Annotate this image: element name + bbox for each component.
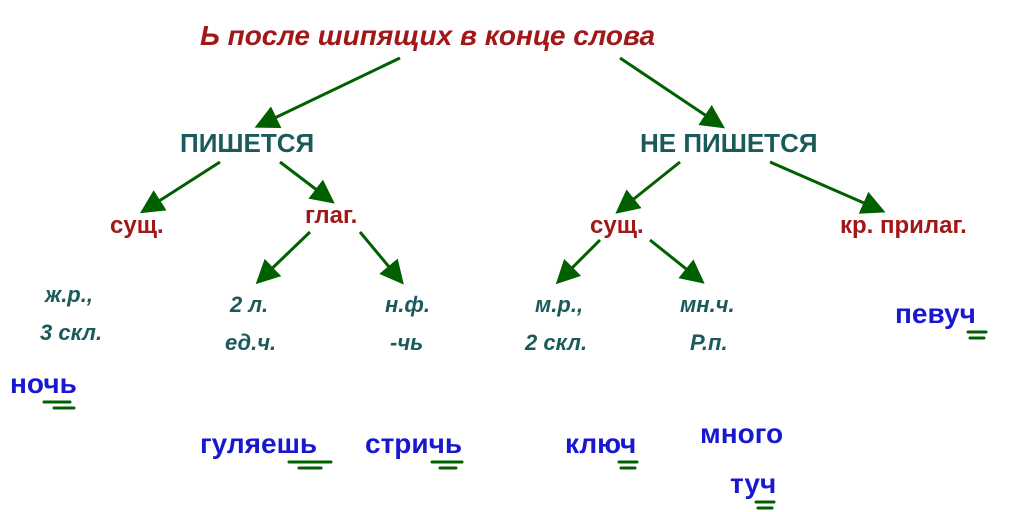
example-mnogo: много xyxy=(700,418,783,450)
sub-noun2a-line2: 2 скл. xyxy=(525,328,587,359)
sub-noun2b-line1: мн.ч. xyxy=(680,290,735,321)
example-gulyaesh: гуляешь xyxy=(200,428,317,460)
example-klyuch: ключ xyxy=(565,428,636,460)
arrow xyxy=(650,240,700,280)
sub-noun2a-line1: м.р., xyxy=(535,290,583,321)
arrow xyxy=(145,162,220,210)
sub-noun1-line2: 3 скл. xyxy=(40,318,102,349)
branch-written: ПИШЕТСЯ xyxy=(180,128,314,159)
arrow-layer xyxy=(0,0,1035,512)
diagram-title: Ь после шипящих в конце слова xyxy=(200,20,655,52)
pos-noun-1: сущ. xyxy=(110,212,164,240)
pos-verb: глаг. xyxy=(305,202,357,230)
arrow xyxy=(280,162,330,200)
arrow xyxy=(260,232,310,280)
branch-not-written: НЕ ПИШЕТСЯ xyxy=(640,128,818,159)
sub-verb1-line2: ед.ч. xyxy=(225,328,276,359)
sub-noun2b-line2: Р.п. xyxy=(690,328,728,359)
arrow xyxy=(560,240,600,280)
arrow xyxy=(620,58,720,125)
example-strich: стричь xyxy=(365,428,462,460)
sub-verb1-line1: 2 л. xyxy=(230,290,268,321)
sub-noun1-line1: ж.р., xyxy=(45,280,93,311)
example-tuch: туч xyxy=(730,468,776,500)
sub-verb2-line1: н.ф. xyxy=(385,290,430,321)
example-pevuch: певуч xyxy=(895,298,976,330)
sub-verb2-line2: -чь xyxy=(390,328,423,359)
pos-adj: кр. прилаг. xyxy=(840,212,967,240)
example-noch: ночь xyxy=(10,368,77,400)
pos-noun-2: сущ. xyxy=(590,212,644,240)
arrow xyxy=(260,58,400,125)
arrow xyxy=(360,232,400,280)
arrow xyxy=(770,162,880,210)
arrow xyxy=(620,162,680,210)
